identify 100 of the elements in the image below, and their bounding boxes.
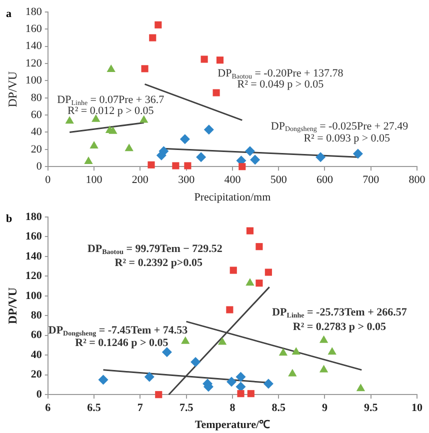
x-tick-label: 6.5 [87, 402, 102, 414]
y-tick-label: 140 [25, 40, 42, 52]
y-tick-label: 60 [30, 329, 42, 342]
point [226, 306, 234, 314]
y-tick-label: 100 [25, 74, 42, 87]
x-tick-label: 9.5 [364, 402, 378, 414]
point [246, 227, 254, 234]
point [98, 374, 108, 385]
y-tick-label: 80 [30, 92, 42, 104]
annotation: R² = 0.2783 p > 0.05 [292, 320, 387, 333]
x-tick-label: 7.5 [179, 402, 194, 414]
point [204, 124, 214, 135]
point [236, 382, 246, 392]
point [288, 368, 297, 376]
point [236, 372, 246, 382]
chart-title: b [6, 212, 12, 225]
point [237, 390, 244, 398]
point [226, 376, 237, 387]
y-tick-label: 160 [25, 23, 42, 36]
point [108, 126, 118, 134]
annotation: R² = 0.012 p > 0.05 [68, 104, 154, 117]
point [328, 347, 336, 355]
y-tick-label: 80 [30, 310, 42, 322]
y-tick-label: 40 [30, 126, 42, 138]
point [154, 21, 162, 28]
point [65, 116, 74, 124]
point [256, 243, 263, 250]
annotation: R² = 0.093 p > 0.05 [304, 132, 391, 145]
point [84, 156, 93, 164]
point [155, 391, 162, 398]
point [247, 390, 254, 398]
point [144, 372, 154, 382]
y-tick-label: 180 [25, 6, 42, 18]
point [184, 162, 192, 170]
annotation: R² = 0.2392 p>0.05 [114, 257, 203, 270]
x-tick-label: 400 [224, 174, 242, 186]
point [216, 56, 224, 64]
y-tick-label: 120 [25, 57, 42, 70]
y-axis-title: DP/VU [5, 287, 20, 324]
y-tick-label: 180 [25, 210, 42, 223]
y-axis-title: DP/VU [5, 70, 20, 108]
point [141, 65, 148, 72]
x-tick-label: 100 [86, 174, 103, 186]
x-tick-label: 7 [137, 402, 144, 414]
y-tick-label: 20 [30, 368, 42, 381]
point [90, 140, 98, 148]
point [264, 268, 272, 276]
point [140, 115, 148, 123]
point [148, 161, 155, 168]
point [181, 336, 190, 344]
point [162, 347, 172, 358]
x-tick-label: 200 [132, 174, 149, 186]
point [319, 335, 328, 343]
x-tick-label: 8 [230, 402, 236, 414]
y-tick-label: 60 [30, 108, 42, 121]
x-tick-label: 700 [362, 174, 380, 186]
x-tick-label: 300 [178, 174, 196, 186]
x-tick-label: 9 [322, 402, 328, 414]
point [212, 89, 220, 96]
x-tick-label: 500 [270, 174, 288, 186]
y-tick-label: 140 [25, 250, 42, 262]
chart-title: a [6, 8, 12, 20]
point [92, 114, 100, 122]
point [356, 384, 366, 392]
point [149, 34, 156, 42]
point [250, 154, 260, 165]
x-tick-label: 800 [408, 174, 426, 186]
point [106, 64, 116, 72]
point [246, 278, 254, 286]
point [278, 348, 288, 356]
point [316, 152, 326, 162]
annotation: R² = 0.049 p > 0.05 [237, 78, 324, 91]
y-tick-label: 40 [30, 348, 42, 361]
x-tick-label: 0 [45, 174, 52, 186]
point [172, 162, 180, 170]
y-tick-label: 120 [25, 270, 42, 282]
x-tick-label: 8.5 [272, 402, 286, 414]
point [238, 163, 246, 170]
point [218, 337, 227, 345]
x-tick-label: 10 [412, 402, 423, 414]
x-tick-label: 6 [45, 402, 52, 414]
point [319, 364, 328, 372]
point [196, 152, 206, 162]
y-tick-label: 100 [25, 290, 42, 302]
point [263, 378, 274, 389]
point [200, 56, 208, 63]
x-axis-title: Temperature/℃ [194, 419, 270, 432]
x-tick-label: 600 [316, 174, 334, 186]
point [180, 134, 190, 144]
point [256, 280, 263, 287]
point [230, 266, 237, 274]
y-tick-label: 0 [36, 388, 42, 400]
annotation: R² = 0.1246 p > 0.05 [75, 336, 169, 349]
x-axis-title: Precipitation/mm [194, 191, 272, 204]
y-tick-label: 160 [25, 230, 42, 243]
point [190, 357, 201, 368]
y-tick-label: 0 [36, 160, 42, 172]
point [352, 148, 363, 159]
point [292, 347, 300, 355]
point [244, 146, 255, 156]
